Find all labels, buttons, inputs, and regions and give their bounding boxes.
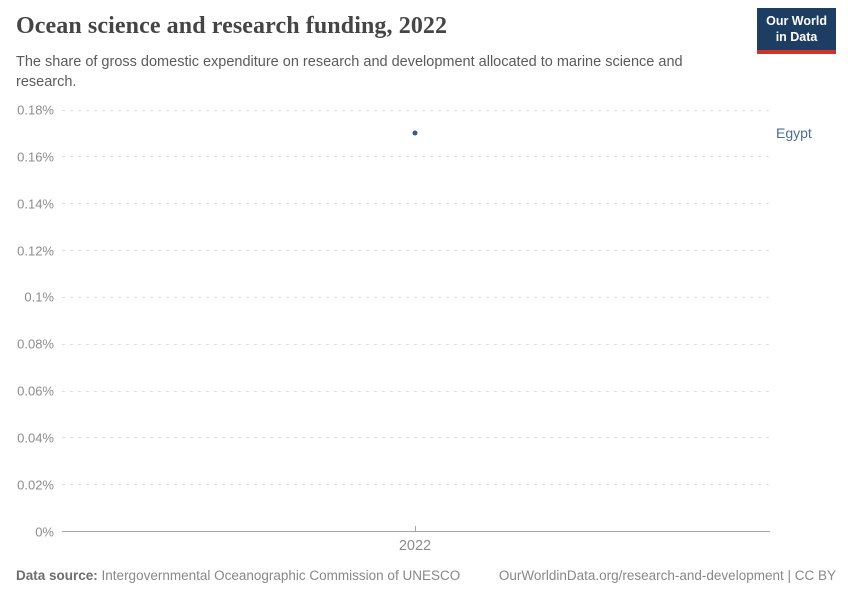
data-source-text: Intergovernmental Oceanographic Commissi… <box>101 568 461 583</box>
y-gridline <box>62 109 770 111</box>
x-axis-line <box>62 531 770 532</box>
citation-link[interactable]: OurWorldinData.org/research-and-developm… <box>499 568 836 583</box>
y-tick-label: 0.02% <box>17 477 54 493</box>
y-tick-label: 0.1% <box>24 289 54 305</box>
y-gridline <box>62 156 770 158</box>
y-tick-label: 0.16% <box>17 149 54 165</box>
owid-logo[interactable]: Our World in Data <box>757 8 836 55</box>
y-tick-label: 0.04% <box>17 430 54 446</box>
y-tick-label: 0.12% <box>17 243 54 258</box>
y-gridline <box>62 343 770 345</box>
entity-label[interactable]: Egypt <box>776 125 812 142</box>
page-title: Ocean science and research funding, 2022 <box>16 13 448 39</box>
data-point[interactable] <box>412 130 418 136</box>
data-source-label: Data source: <box>16 568 98 583</box>
chart-subtitle: The share of gross domestic expenditure … <box>16 54 683 90</box>
y-tick-label: 0.14% <box>17 196 54 212</box>
x-tick-label: 2022 <box>398 538 432 554</box>
y-tick-label: 0.18% <box>17 102 54 118</box>
y-gridline <box>62 296 770 298</box>
y-gridline <box>62 203 770 205</box>
y-tick-label: 0% <box>35 524 54 539</box>
owid-logo-line1: Our World <box>766 14 827 28</box>
y-gridline <box>62 437 770 439</box>
y-gridline <box>62 250 770 251</box>
data-source-note: Data source: Intergovernmental Oceanogra… <box>16 568 460 583</box>
x-axis-tick <box>415 526 416 531</box>
y-tick-label: 0.08% <box>17 336 54 352</box>
owid-logo-line2: in Data <box>775 29 818 44</box>
citation-link-text[interactable]: OurWorldinData.org/research-and-developm… <box>498 568 836 583</box>
y-tick-label: 0.06% <box>17 383 54 399</box>
y-gridline <box>62 484 770 486</box>
chart-footer: Data source: Intergovernmental Oceanogra… <box>16 568 836 583</box>
y-gridline <box>62 390 770 392</box>
